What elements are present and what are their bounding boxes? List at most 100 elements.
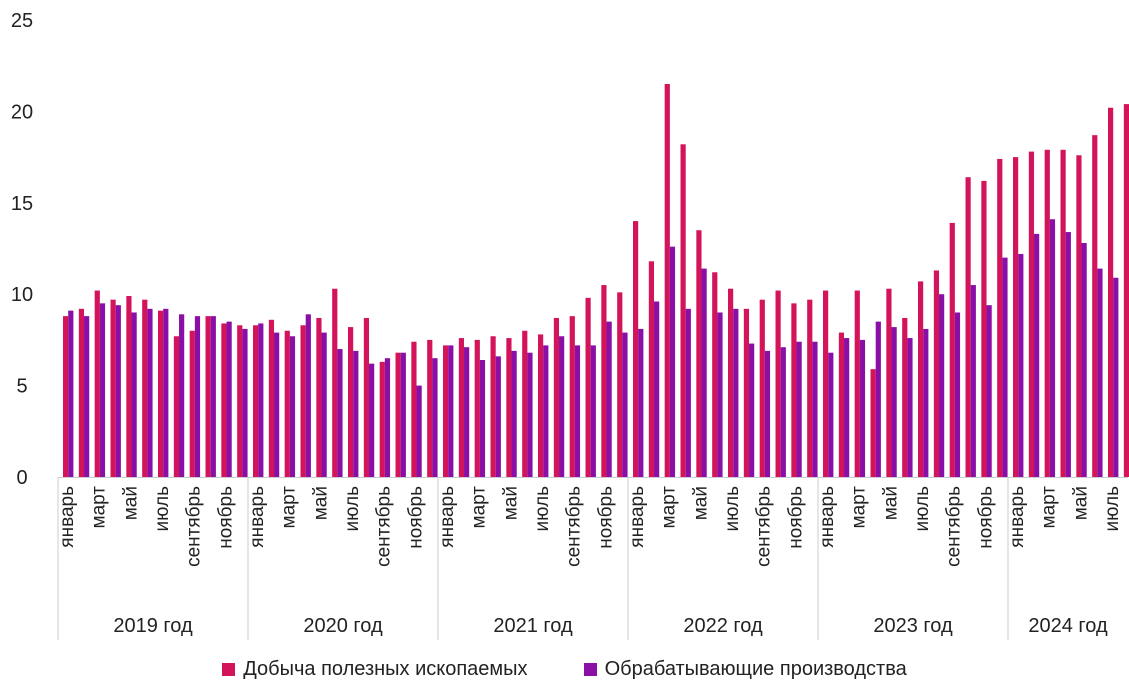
bar-mining bbox=[221, 323, 227, 477]
bar-mining bbox=[648, 261, 655, 477]
bar-mining bbox=[78, 308, 85, 477]
bar-mining bbox=[933, 270, 940, 477]
bar-manufacturing bbox=[353, 350, 359, 477]
x-tick-label-month: ноябрь bbox=[595, 486, 616, 549]
y-tick-label: 0 bbox=[16, 467, 27, 489]
bar-mining bbox=[949, 222, 955, 477]
x-axis-month-labels: январь март май июль сентябрь ноябрь январь мар… bbox=[57, 486, 1123, 567]
bar-mining bbox=[775, 290, 781, 477]
bar-manufacturing bbox=[1081, 243, 1087, 477]
bar-mining bbox=[411, 341, 417, 477]
bars bbox=[63, 83, 1129, 478]
bar-manufacturing bbox=[796, 341, 802, 477]
bar-manufacturing bbox=[495, 356, 501, 477]
bar-manufacturing bbox=[654, 301, 660, 477]
y-tick-label: 10 bbox=[11, 284, 33, 306]
x-tick-label-month: июль bbox=[342, 486, 363, 532]
bar-mining bbox=[427, 339, 433, 477]
bar-manufacturing bbox=[859, 339, 866, 477]
bar-manufacturing bbox=[749, 343, 755, 477]
bar-manufacturing bbox=[970, 285, 976, 477]
bar-mining bbox=[348, 327, 354, 477]
bar-manufacturing bbox=[99, 303, 106, 477]
bar-manufacturing bbox=[622, 332, 628, 477]
bar-manufacturing bbox=[543, 345, 549, 477]
x-tick-label-month: июль bbox=[1102, 486, 1123, 532]
bar-manufacturing bbox=[939, 294, 945, 477]
bar-mining bbox=[1060, 149, 1066, 478]
bar-manufacturing bbox=[954, 312, 961, 477]
bar-mining bbox=[617, 292, 623, 477]
bar-manufacturing bbox=[400, 352, 406, 477]
bar-manufacturing bbox=[226, 321, 232, 477]
bar-mining bbox=[854, 290, 860, 477]
bar-manufacturing bbox=[717, 312, 723, 477]
bar-mining bbox=[838, 332, 845, 477]
x-tick-label-month: ноябрь bbox=[215, 486, 236, 549]
legend: Добыча полезных ископаемых Обрабатывающи… bbox=[0, 658, 1129, 681]
legend-label-manufacturing: Обрабатывающие производства bbox=[604, 658, 907, 680]
bar-mining bbox=[300, 325, 306, 477]
bar-mining bbox=[363, 317, 370, 477]
bar-mining bbox=[490, 336, 496, 477]
bar-mining bbox=[506, 338, 512, 477]
bar-mining bbox=[601, 285, 607, 477]
x-tick-label-month: июль bbox=[912, 486, 933, 532]
bar-manufacturing bbox=[1065, 232, 1071, 477]
bar-mining bbox=[680, 144, 686, 478]
bar-mining bbox=[332, 288, 338, 477]
bar-manufacturing bbox=[115, 305, 121, 477]
bar-mining bbox=[633, 221, 639, 477]
bar-manufacturing bbox=[701, 268, 707, 477]
bar-mining bbox=[443, 345, 449, 477]
bar-mining bbox=[902, 317, 908, 477]
bar-manufacturing bbox=[574, 345, 581, 477]
bar-manufacturing bbox=[812, 341, 818, 477]
bar-mining bbox=[696, 230, 702, 477]
bar-mining bbox=[1076, 155, 1082, 477]
x-tick-label-month: январь bbox=[627, 486, 648, 548]
legend-swatch-mining bbox=[222, 663, 236, 676]
bar-mining bbox=[743, 308, 750, 477]
bar-manufacturing bbox=[638, 328, 644, 477]
legend-item-mining: Добыча полезных ископаемых bbox=[222, 658, 528, 681]
bar-manufacturing bbox=[669, 246, 676, 477]
bar-manufacturing bbox=[131, 312, 137, 477]
bar-manufacturing bbox=[986, 305, 992, 477]
x-group-label-year: 2023 год bbox=[873, 615, 953, 637]
x-tick-label-month: июль bbox=[722, 486, 743, 532]
x-tick-label-month: ноябрь bbox=[405, 486, 426, 549]
x-tick-label-month: сентябрь bbox=[374, 486, 395, 567]
bar-mining bbox=[205, 316, 211, 477]
x-tick-label-month: март bbox=[279, 486, 300, 529]
x-tick-label-month: май bbox=[690, 486, 711, 520]
bar-mining bbox=[823, 290, 829, 477]
x-tick-label-month: июль bbox=[532, 486, 553, 532]
x-tick-label-month: сентябрь bbox=[564, 486, 585, 567]
bar-manufacturing bbox=[606, 321, 612, 477]
bar-mining bbox=[1013, 157, 1019, 477]
x-tick-label-month: ноябрь bbox=[785, 486, 806, 549]
x-tick-label-month: май bbox=[1070, 486, 1091, 520]
bar-manufacturing bbox=[147, 308, 153, 477]
bar-manufacturing bbox=[527, 352, 533, 477]
bar-manufacturing bbox=[590, 345, 596, 477]
y-tick-label: 15 bbox=[11, 193, 33, 215]
y-tick-label: 20 bbox=[11, 101, 33, 123]
x-tick-label-month: май bbox=[880, 486, 901, 520]
bar-manufacturing bbox=[448, 345, 454, 477]
bar-mining bbox=[981, 180, 987, 478]
bar-mining bbox=[110, 299, 116, 477]
x-tick-label-month: май bbox=[310, 486, 331, 520]
bar-manufacturing bbox=[511, 350, 517, 477]
x-tick-label-month: январь bbox=[1007, 486, 1028, 548]
x-tick-label-month: январь bbox=[57, 486, 78, 548]
bar-manufacturing bbox=[258, 323, 264, 477]
x-group-label-year: 2020 год bbox=[303, 615, 383, 637]
bar-manufacturing bbox=[163, 308, 169, 477]
bar-mining bbox=[585, 297, 591, 477]
bar-manufacturing bbox=[875, 321, 881, 477]
bar-mining bbox=[63, 316, 69, 477]
bar-mining bbox=[1123, 104, 1129, 477]
